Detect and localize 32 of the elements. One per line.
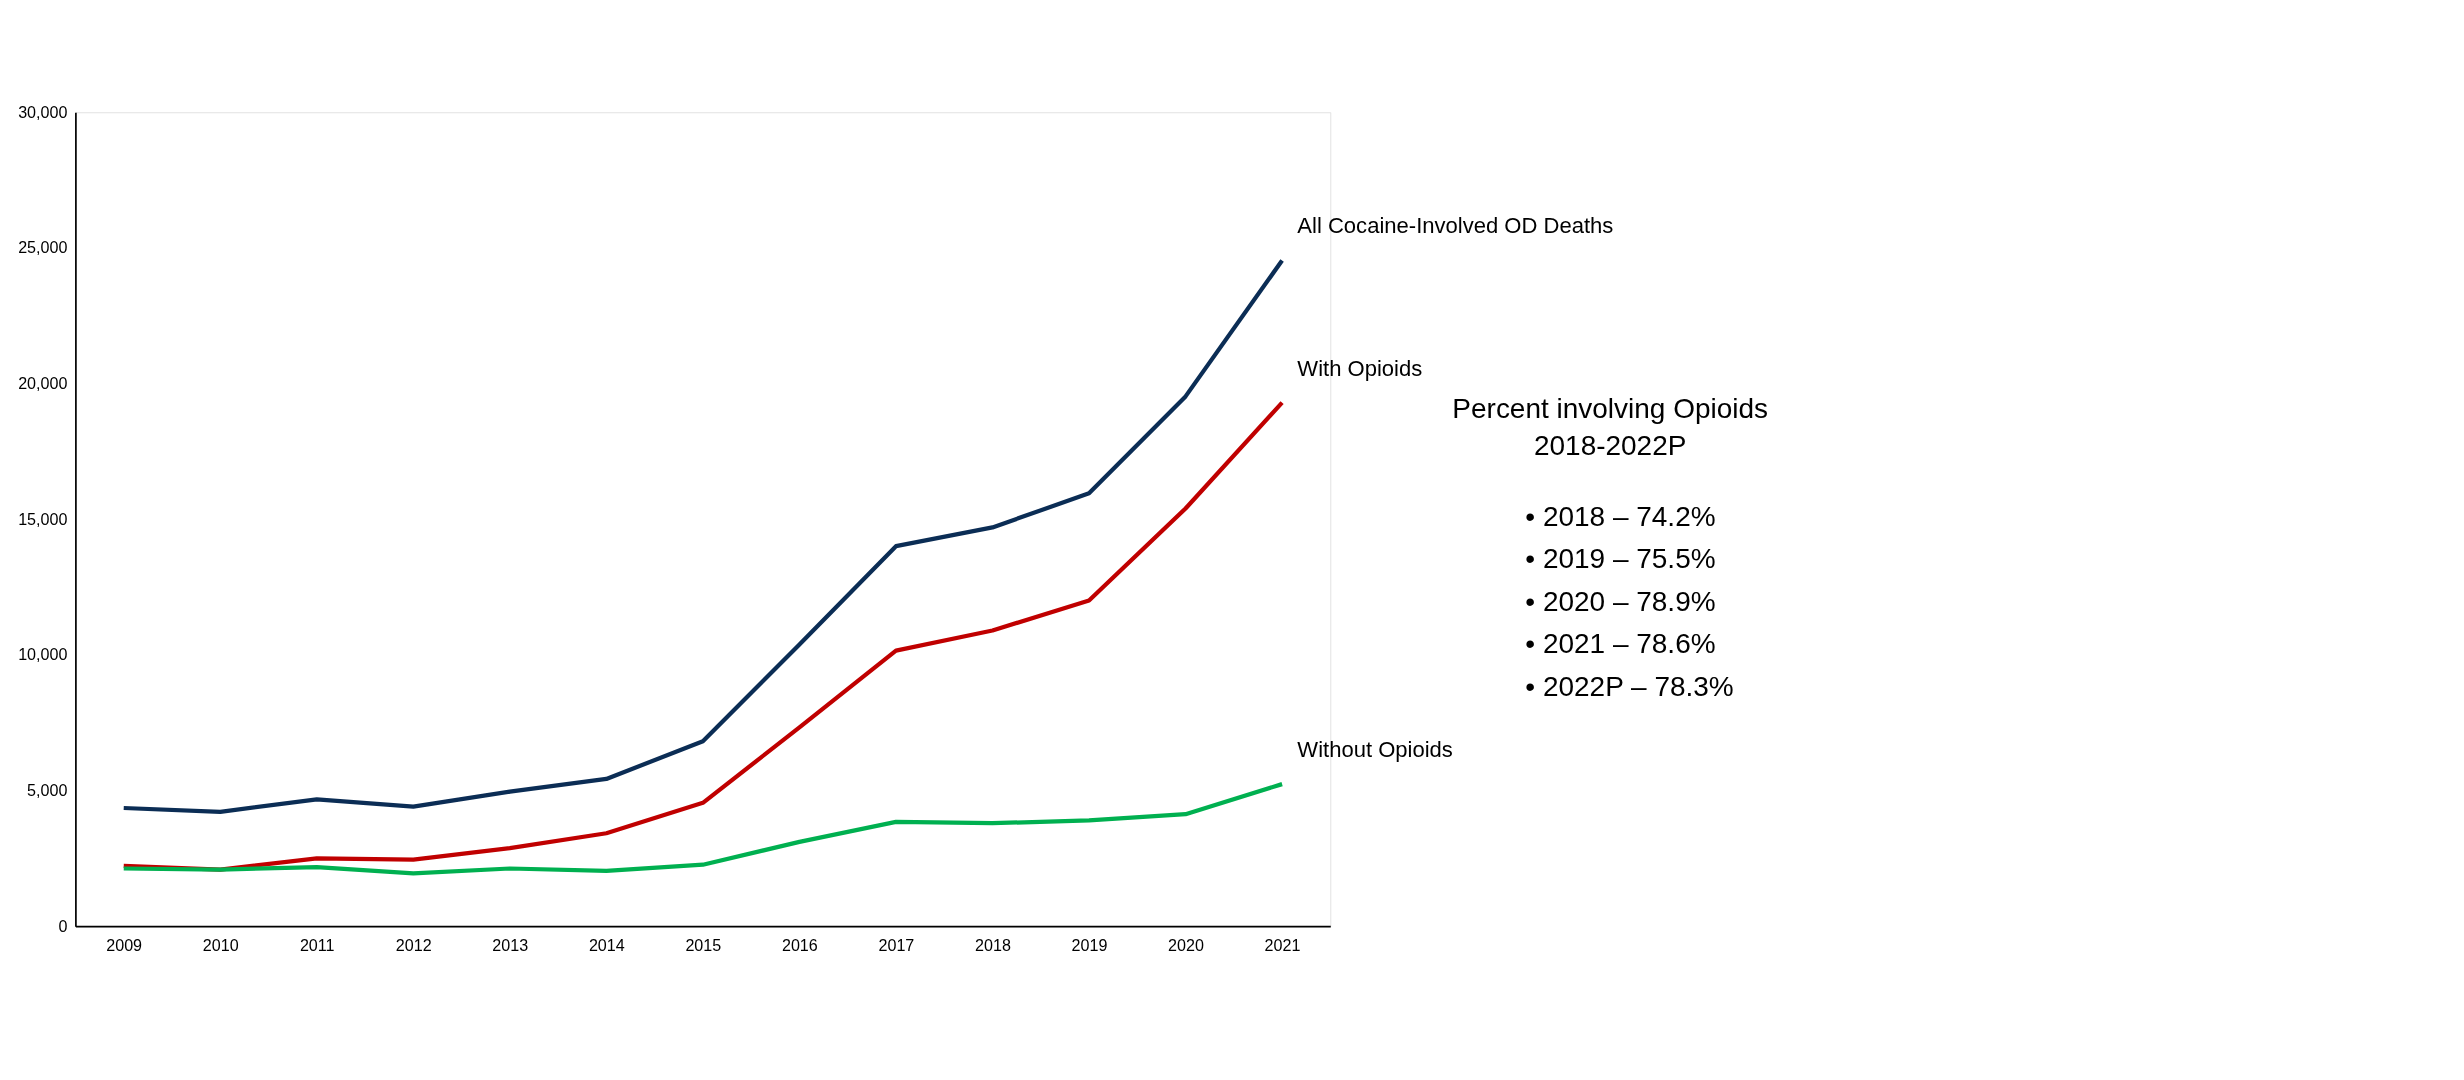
y-tick-label: 20,000: [18, 374, 68, 393]
text: 2018-2022P: [1533, 429, 1687, 461]
x-tick-label: 2019: [1071, 936, 1108, 955]
x-tick-label: 2020: [1168, 936, 1204, 955]
text: • 2020 – 78.9%: [1525, 585, 1716, 617]
y-tick-label: 25,000: [18, 238, 68, 257]
text: • 2019 – 75.5%: [1525, 543, 1716, 575]
y-tick-label: 30,000: [18, 102, 68, 121]
x-tick-label: 2021: [1264, 936, 1301, 955]
x-tick-label: 2011: [299, 936, 335, 955]
text: • 2021 – 78.6%: [1525, 628, 1716, 660]
x-tick-label: 2015: [685, 936, 722, 955]
x-tick-label: 2009: [106, 936, 143, 955]
y-tick-label: 15,000: [18, 509, 68, 528]
text: • 2022P – 78.3%: [1525, 670, 1734, 702]
x-tick-label: 2018: [975, 936, 1011, 955]
series-label: All Cocaine-Involved OD Deaths: [1297, 213, 1614, 239]
x-tick-label: 2013: [492, 936, 529, 955]
x-tick-label: 2014: [588, 936, 625, 955]
y-tick-label: 10,000: [18, 645, 68, 664]
x-tick-label: 2012: [395, 936, 432, 955]
y-tick-label: 0: [58, 916, 68, 935]
x-tick-label: 2017: [878, 936, 915, 955]
series-label: With Opioids: [1297, 355, 1423, 381]
line-series: [121, 782, 1285, 876]
line-series: [121, 258, 1285, 814]
x-tick-label: 2010: [202, 936, 239, 955]
y-tick-label: 5,000: [27, 781, 68, 800]
text: • 2018 – 74.2%: [1525, 501, 1716, 533]
series-label: Without Opioids: [1297, 736, 1453, 762]
x-tick-label: 2016: [781, 936, 818, 955]
text: Percent involving Opioids: [1452, 392, 1768, 424]
